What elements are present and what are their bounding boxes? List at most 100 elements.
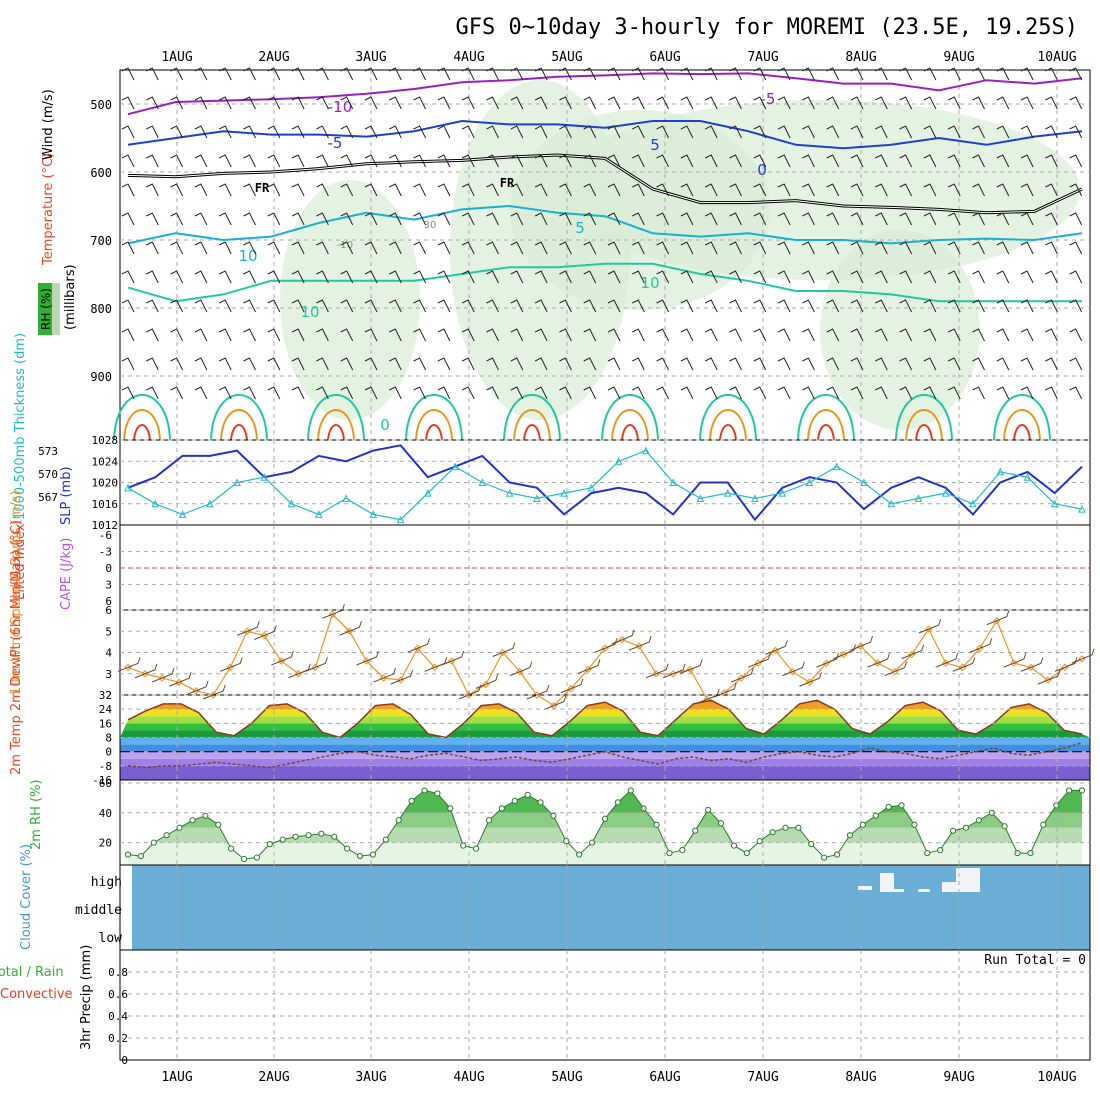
wind-barb: [170, 183, 184, 197]
wind-barb: [316, 212, 329, 226]
wind-barb: [850, 270, 864, 284]
wind-barb: [534, 183, 548, 197]
cloud-row-label: middle: [75, 903, 122, 918]
wind-barb: [583, 125, 597, 139]
temp-tick: 8: [105, 732, 112, 745]
wind-barb: [899, 357, 913, 371]
wind-barb: [1069, 299, 1083, 313]
wind-barb: [291, 96, 305, 110]
wind-barb: [996, 241, 1010, 255]
wind-barb: [753, 299, 767, 313]
series-line-1: [127, 449, 1083, 521]
rh-tick: 40: [99, 807, 112, 820]
wind-barb: [656, 67, 670, 81]
wind-barb: [680, 125, 694, 139]
wind-barb: [243, 386, 256, 400]
rh-point: [395, 817, 402, 824]
wind-barb: [486, 357, 499, 371]
rh-point: [176, 824, 183, 831]
wind-barb: [729, 125, 742, 139]
surface-contour: [523, 424, 541, 441]
day-label-bottom: 1AUG: [161, 1070, 192, 1085]
thickness-point: [533, 494, 541, 502]
wind-barb: [947, 183, 961, 197]
wind-barb: [1069, 241, 1083, 255]
wind-barb: [850, 241, 864, 255]
wind-barb: [680, 386, 694, 400]
wind-barb: [146, 357, 159, 371]
contour-line-0: [127, 72, 1083, 116]
wind-barb-10m: [373, 667, 397, 683]
wind-barb: [996, 154, 1010, 168]
wind-barb: [364, 328, 378, 342]
rh-point: [318, 830, 325, 837]
wind-barb: [680, 67, 694, 81]
wind-barb: [364, 299, 378, 313]
wind-barb-10m: [765, 640, 788, 655]
wind-barb-10m: [117, 657, 141, 672]
wind-barb-10m: [492, 642, 516, 657]
day-label-bottom: 4AUG: [453, 1070, 484, 1085]
wind-barb-10m: [816, 652, 839, 668]
wind-barb: [413, 357, 427, 371]
wind10m-ylabel: 10m Wind Speed & Barbs (m/s): [9, 490, 24, 695]
rh-point: [614, 799, 621, 806]
wind-barb: [850, 212, 864, 226]
rh-point: [498, 805, 505, 812]
wind-barb: [947, 328, 961, 342]
wind-barb: [607, 357, 621, 371]
rh-panel: 60 40 20: [99, 777, 1091, 866]
wind-barb: [243, 96, 256, 110]
wind-barb: [583, 67, 597, 81]
wind-barb: [680, 328, 694, 342]
wind-barb: [218, 386, 232, 400]
surface-contour: [817, 424, 835, 441]
wind-barb: [656, 183, 670, 197]
day-label-bottom: 7AUG: [747, 1070, 778, 1085]
wind-barb: [850, 357, 864, 371]
wind-barb: [437, 183, 451, 197]
wind-barb-10m: [168, 672, 192, 687]
wind-barb: [389, 241, 402, 255]
wind-barb: [947, 67, 961, 81]
wind-barb: [340, 328, 354, 342]
wind-barb-10m: [833, 644, 856, 660]
day-label-bottom: 6AUG: [649, 1070, 680, 1085]
wind-barb: [972, 270, 985, 284]
day-label-top: 10AUG: [1037, 50, 1076, 65]
wind-barb: [826, 357, 840, 371]
wind-barb: [340, 241, 354, 255]
wind-barb: [1069, 96, 1083, 110]
wind-barb: [972, 125, 985, 139]
wind-barb: [923, 183, 937, 197]
wind-barb: [486, 96, 499, 110]
wind-barb: [510, 125, 524, 139]
rh-point: [937, 846, 944, 854]
cloud-fill: [132, 865, 1090, 950]
wind-barb: [777, 241, 791, 255]
wind-barb: [194, 67, 208, 81]
temp-tick: -8: [99, 760, 112, 773]
wind-barb: [146, 270, 159, 284]
wind-barb: [777, 299, 791, 313]
wind-barb: [218, 125, 232, 139]
wind-barb: [729, 357, 742, 371]
wind-barb-10m: [305, 657, 328, 672]
thickness-point: [233, 478, 241, 486]
wind-barb: [194, 154, 208, 168]
rh-point: [408, 797, 415, 804]
wind-barb: [632, 183, 645, 197]
wind-barb: [437, 96, 451, 110]
wind-barb: [972, 183, 985, 197]
wind-barb: [170, 270, 184, 284]
wind-barb: [291, 212, 305, 226]
contour-label: -5: [328, 134, 343, 152]
rh-point: [369, 851, 377, 858]
rh-shading: [820, 230, 980, 430]
cloud-gap: [894, 889, 904, 892]
wind-barb: [875, 154, 888, 168]
rh-point: [717, 820, 725, 827]
wind-barb: [875, 212, 888, 226]
wind-barb: [413, 241, 427, 255]
temp-tick: -16: [92, 774, 112, 787]
